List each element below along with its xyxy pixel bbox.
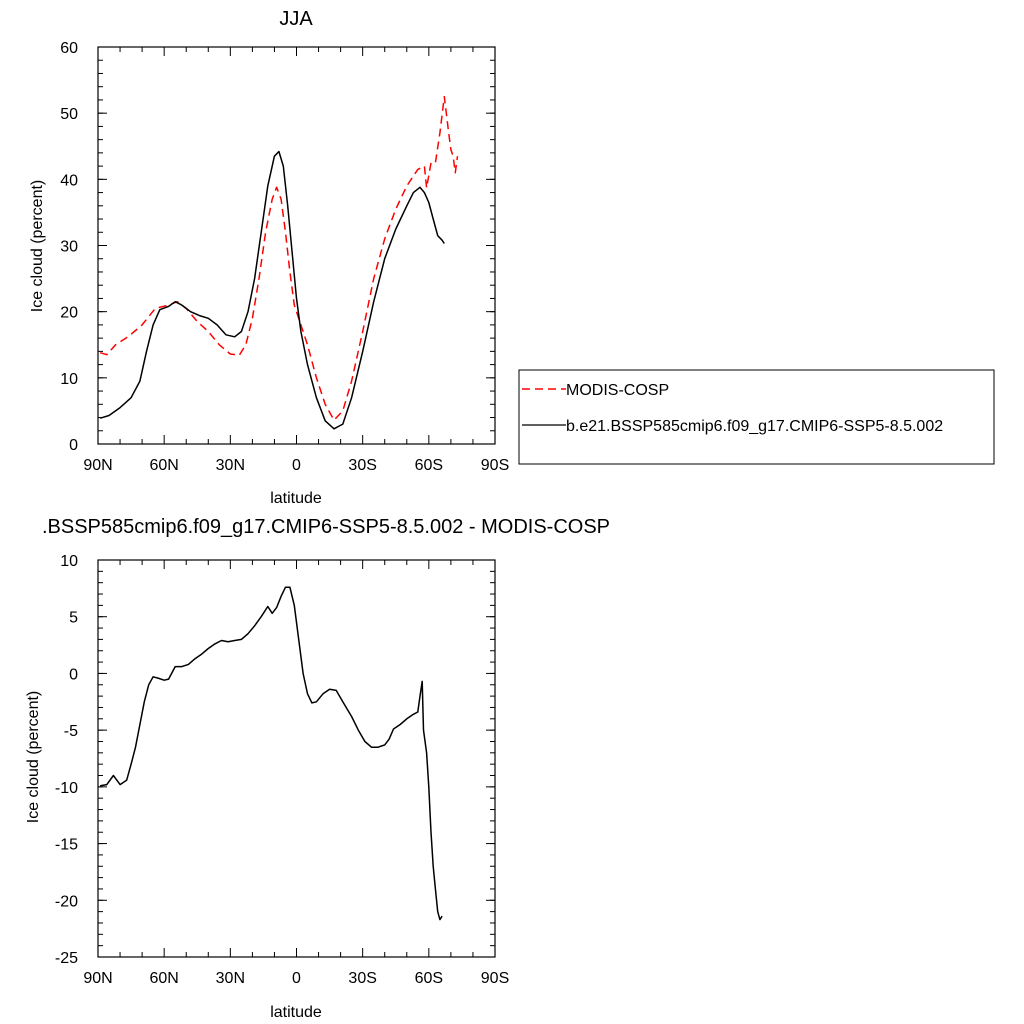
y-tick-label: 60 <box>60 40 78 57</box>
y-tick-label: 0 <box>69 437 78 454</box>
x-tick-label: 30N <box>216 457 245 474</box>
chart-title: JJA <box>279 8 313 30</box>
y-tick-label: 40 <box>60 172 78 189</box>
y-tick-label: 30 <box>60 239 78 256</box>
legend-box <box>518 369 995 465</box>
series-line-1 <box>99 150 445 430</box>
x-axis-label: latitude <box>270 1004 322 1021</box>
y-tick-label: 50 <box>60 106 78 123</box>
y-tick-label: -5 <box>64 723 78 740</box>
y-axis-label: Ice cloud (percent) <box>25 691 42 824</box>
x-tick-label: 90S <box>481 457 509 474</box>
series-line-0 <box>99 95 459 421</box>
x-tick-label: 30S <box>348 970 376 987</box>
x-tick-label: 60S <box>415 457 443 474</box>
y-tick-label: -25 <box>55 950 78 967</box>
y-tick-label: -15 <box>55 837 78 854</box>
y-tick-label: 20 <box>60 305 78 322</box>
top-chart-panel: JJA Ice cloud (percent) latitude 90N 60N 3… <box>29 8 509 507</box>
x-tick-label: 0 <box>292 457 301 474</box>
x-tick-label: 30N <box>216 970 245 987</box>
x-axis-label: latitude <box>270 490 322 507</box>
x-tick-label: 0 <box>292 970 301 987</box>
x-tick-label: 60N <box>149 457 178 474</box>
y-tick-label: -20 <box>55 893 78 910</box>
bottom-chart-panel: .BSSP585cmip6.f09_g17.CMIP6-SSP5-8.5.002… <box>25 516 610 1021</box>
x-tick-label: 90N <box>83 457 112 474</box>
y-tick-label: 10 <box>60 553 78 570</box>
y-tick-label: -10 <box>55 780 78 797</box>
legend: MODIS-COSP b.e21.BSSP585cmip6.f09_g17.CM… <box>518 369 995 465</box>
x-tick-label: 30S <box>348 457 376 474</box>
y-tick-label: 0 <box>69 666 78 683</box>
series-line-0 <box>100 586 443 921</box>
chart-title: .BSSP585cmip6.f09_g17.CMIP6-SSP5-8.5.002… <box>42 516 610 538</box>
x-tick-label: 60N <box>149 970 178 987</box>
x-tick-label: 90S <box>481 970 509 987</box>
legend-entry-modis: MODIS-COSP <box>566 382 669 399</box>
x-tick-label: 60S <box>415 970 443 987</box>
x-tick-label: 90N <box>83 970 112 987</box>
legend-entry-model: b.e21.BSSP585cmip6.f09_g17.CMIP6-SSP5-8.… <box>566 418 943 435</box>
plot-frame <box>97 46 496 445</box>
y-tick-label: 10 <box>60 371 78 388</box>
y-tick-label: 5 <box>69 610 78 627</box>
y-axis-label: Ice cloud (percent) <box>29 180 46 313</box>
